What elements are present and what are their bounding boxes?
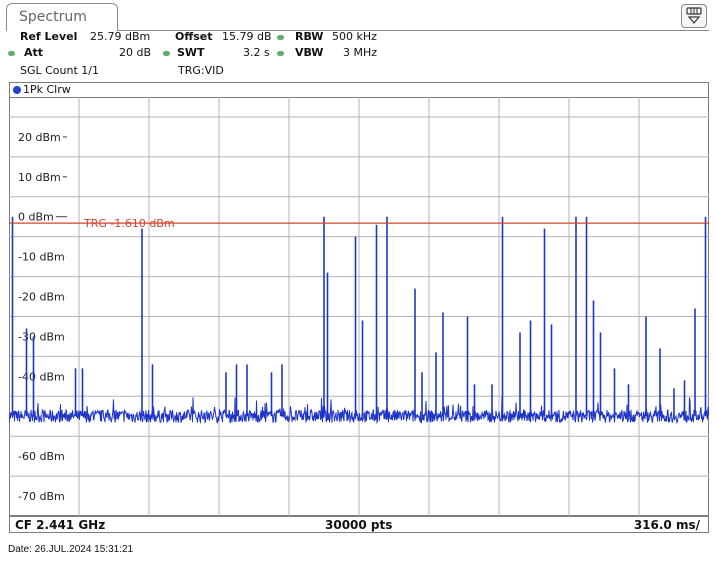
ref-level-value: 25.79 dBm	[90, 30, 151, 43]
status-dot-icon	[277, 34, 284, 40]
y-tick-label: 0 dBm	[18, 211, 54, 224]
swt-value: 3.2 s	[243, 46, 270, 59]
att-value: 20 dB	[119, 46, 152, 59]
y-tick-label: -70 dBm	[18, 490, 65, 503]
center-frequency: CF 2.441 GHz	[15, 518, 106, 532]
time-per-division: 316.0 ms/	[633, 518, 700, 532]
y-tick-label: -10 dBm	[18, 251, 65, 264]
tab-spectrum[interactable]: Spectrum	[6, 3, 118, 31]
display-menu-icon	[686, 7, 702, 24]
ref-level-label: Ref Level	[20, 30, 78, 43]
noise-trace	[9, 396, 709, 425]
status-dot-icon	[163, 50, 170, 56]
spectrum-plot[interactable]: 20 dBm 10 dBm 0 dBm -10 dBm -20 dBm -30 dBm -4…	[9, 97, 709, 516]
swt-label: SWT	[177, 46, 205, 59]
vbw-value: 3 MHz	[343, 46, 378, 59]
att-label: Att	[24, 46, 44, 59]
y-tick-label: -60 dBm	[18, 450, 65, 463]
tab-underline	[118, 30, 709, 31]
sweep-points: 30000 pts	[325, 518, 393, 532]
y-tick-label: -40 dBm	[18, 370, 65, 383]
att-indicator	[8, 46, 17, 59]
rbw-indicator	[277, 30, 286, 43]
vbw-label: VBW	[295, 46, 324, 59]
swt-indicator	[163, 46, 172, 59]
y-tick-label: 20 dBm	[18, 131, 61, 144]
rbw-label: RBW	[295, 30, 324, 43]
tab-label: Spectrum	[19, 9, 87, 25]
y-tick-label: -20 dBm	[18, 291, 65, 304]
offset-label: Offset	[175, 30, 213, 43]
date-stamp: Date: 26.JUL.2024 15:31:21	[8, 544, 134, 555]
sgl-count: SGL Count 1/1	[20, 64, 99, 77]
status-dot-icon	[8, 50, 15, 56]
offset-value: 15.79 dB	[222, 30, 272, 43]
y-tick-label: -30 dBm	[18, 330, 65, 343]
trigger-mode: TRG:VID	[178, 64, 224, 77]
status-dot-icon	[277, 50, 284, 56]
trigger-label: TRG -1.610 dBm	[83, 217, 175, 230]
vbw-indicator	[277, 46, 286, 59]
trace-color-dot	[13, 86, 21, 94]
trace-header: 1Pk Clrw	[9, 82, 709, 97]
display-menu-button[interactable]	[681, 4, 707, 28]
y-tick-label: 10 dBm	[18, 171, 61, 184]
trace-label: 1Pk Clrw	[23, 83, 71, 96]
plot-footer: CF 2.441 GHz 30000 pts 316.0 ms/	[9, 516, 709, 533]
rbw-value: 500 kHz	[332, 30, 377, 43]
